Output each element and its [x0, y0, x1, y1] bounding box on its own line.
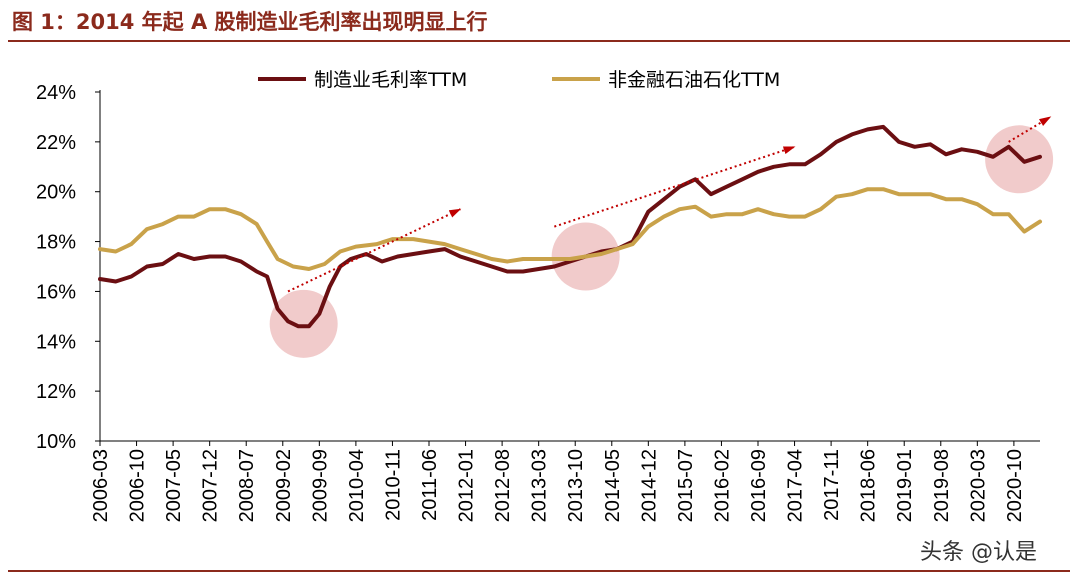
x-tick-label: 2020-10	[1004, 449, 1026, 522]
x-tick-label: 2014-05	[602, 449, 624, 522]
y-tick-label: 16%	[36, 281, 76, 303]
x-tick-label: 2006-03	[90, 449, 112, 522]
highlight-circle	[269, 289, 338, 358]
x-tick-label: 2016-02	[711, 449, 733, 522]
y-tick-label: 22%	[36, 132, 76, 154]
x-tick-label: 2018-06	[858, 449, 880, 522]
chart-series	[98, 124, 1042, 329]
x-tick-label: 2012-01	[456, 449, 478, 522]
bottom-rule	[8, 570, 1070, 572]
x-tick-label: 2017-11	[821, 449, 843, 521]
y-tick-label: 14%	[36, 331, 76, 353]
x-tick-label: 2009-02	[273, 449, 295, 522]
x-tick-label: 2015-07	[675, 449, 697, 522]
x-tick-label: 2007-12	[200, 449, 222, 522]
y-tick-label: 12%	[36, 381, 76, 403]
chart-axes: 10% 12% 14% 16% 18% 20% 22% 24% 2006-03 2006-10 20…	[36, 82, 1040, 522]
x-tick-label: 2007-05	[163, 449, 185, 522]
x-tick-label: 2013-10	[565, 449, 587, 522]
x-tick-label: 2010-11	[382, 449, 404, 521]
legend-label: 制造业毛利率TTM	[314, 69, 467, 91]
x-tick-label: 2010-04	[346, 449, 368, 522]
x-tick-label: 2011-06	[419, 449, 441, 521]
trend-arrow	[287, 208, 462, 293]
title-rule	[8, 40, 1070, 42]
x-tick-label: 2008-07	[236, 449, 258, 522]
x-tick-label: 2013-03	[529, 449, 551, 522]
trend-arrows	[287, 116, 1052, 293]
trend-arrow	[1008, 116, 1052, 143]
x-tick-label: 2017-04	[785, 449, 807, 522]
x-tick-label: 2020-03	[967, 449, 989, 522]
figure-title: 图 1：2014 年起 A 股制造业毛利率出现明显上行	[12, 10, 488, 34]
x-tick-label: 2009-09	[309, 449, 331, 522]
x-tick-label: 2006-10	[127, 449, 149, 522]
legend-label: 非金融石油石化TTM	[608, 69, 780, 91]
y-tick-label: 10%	[36, 431, 76, 453]
x-tick-label: 2019-08	[931, 449, 953, 522]
watermark: 头条 @认是	[920, 540, 1037, 565]
series-line	[98, 124, 1042, 329]
y-tick-label: 18%	[36, 232, 76, 254]
x-tick-label: 2019-01	[894, 449, 916, 522]
chart-legend: 制造业毛利率TTM 非金融石油石化TTM	[258, 69, 780, 91]
y-tick-label: 20%	[36, 182, 76, 204]
trend-arrow	[554, 145, 796, 228]
x-tick-label: 2014-12	[638, 449, 660, 522]
x-tick-label: 2012-08	[492, 449, 514, 522]
x-tick-label: 2016-09	[748, 449, 770, 522]
series-line	[98, 187, 1042, 271]
y-tick-label: 24%	[36, 82, 76, 104]
